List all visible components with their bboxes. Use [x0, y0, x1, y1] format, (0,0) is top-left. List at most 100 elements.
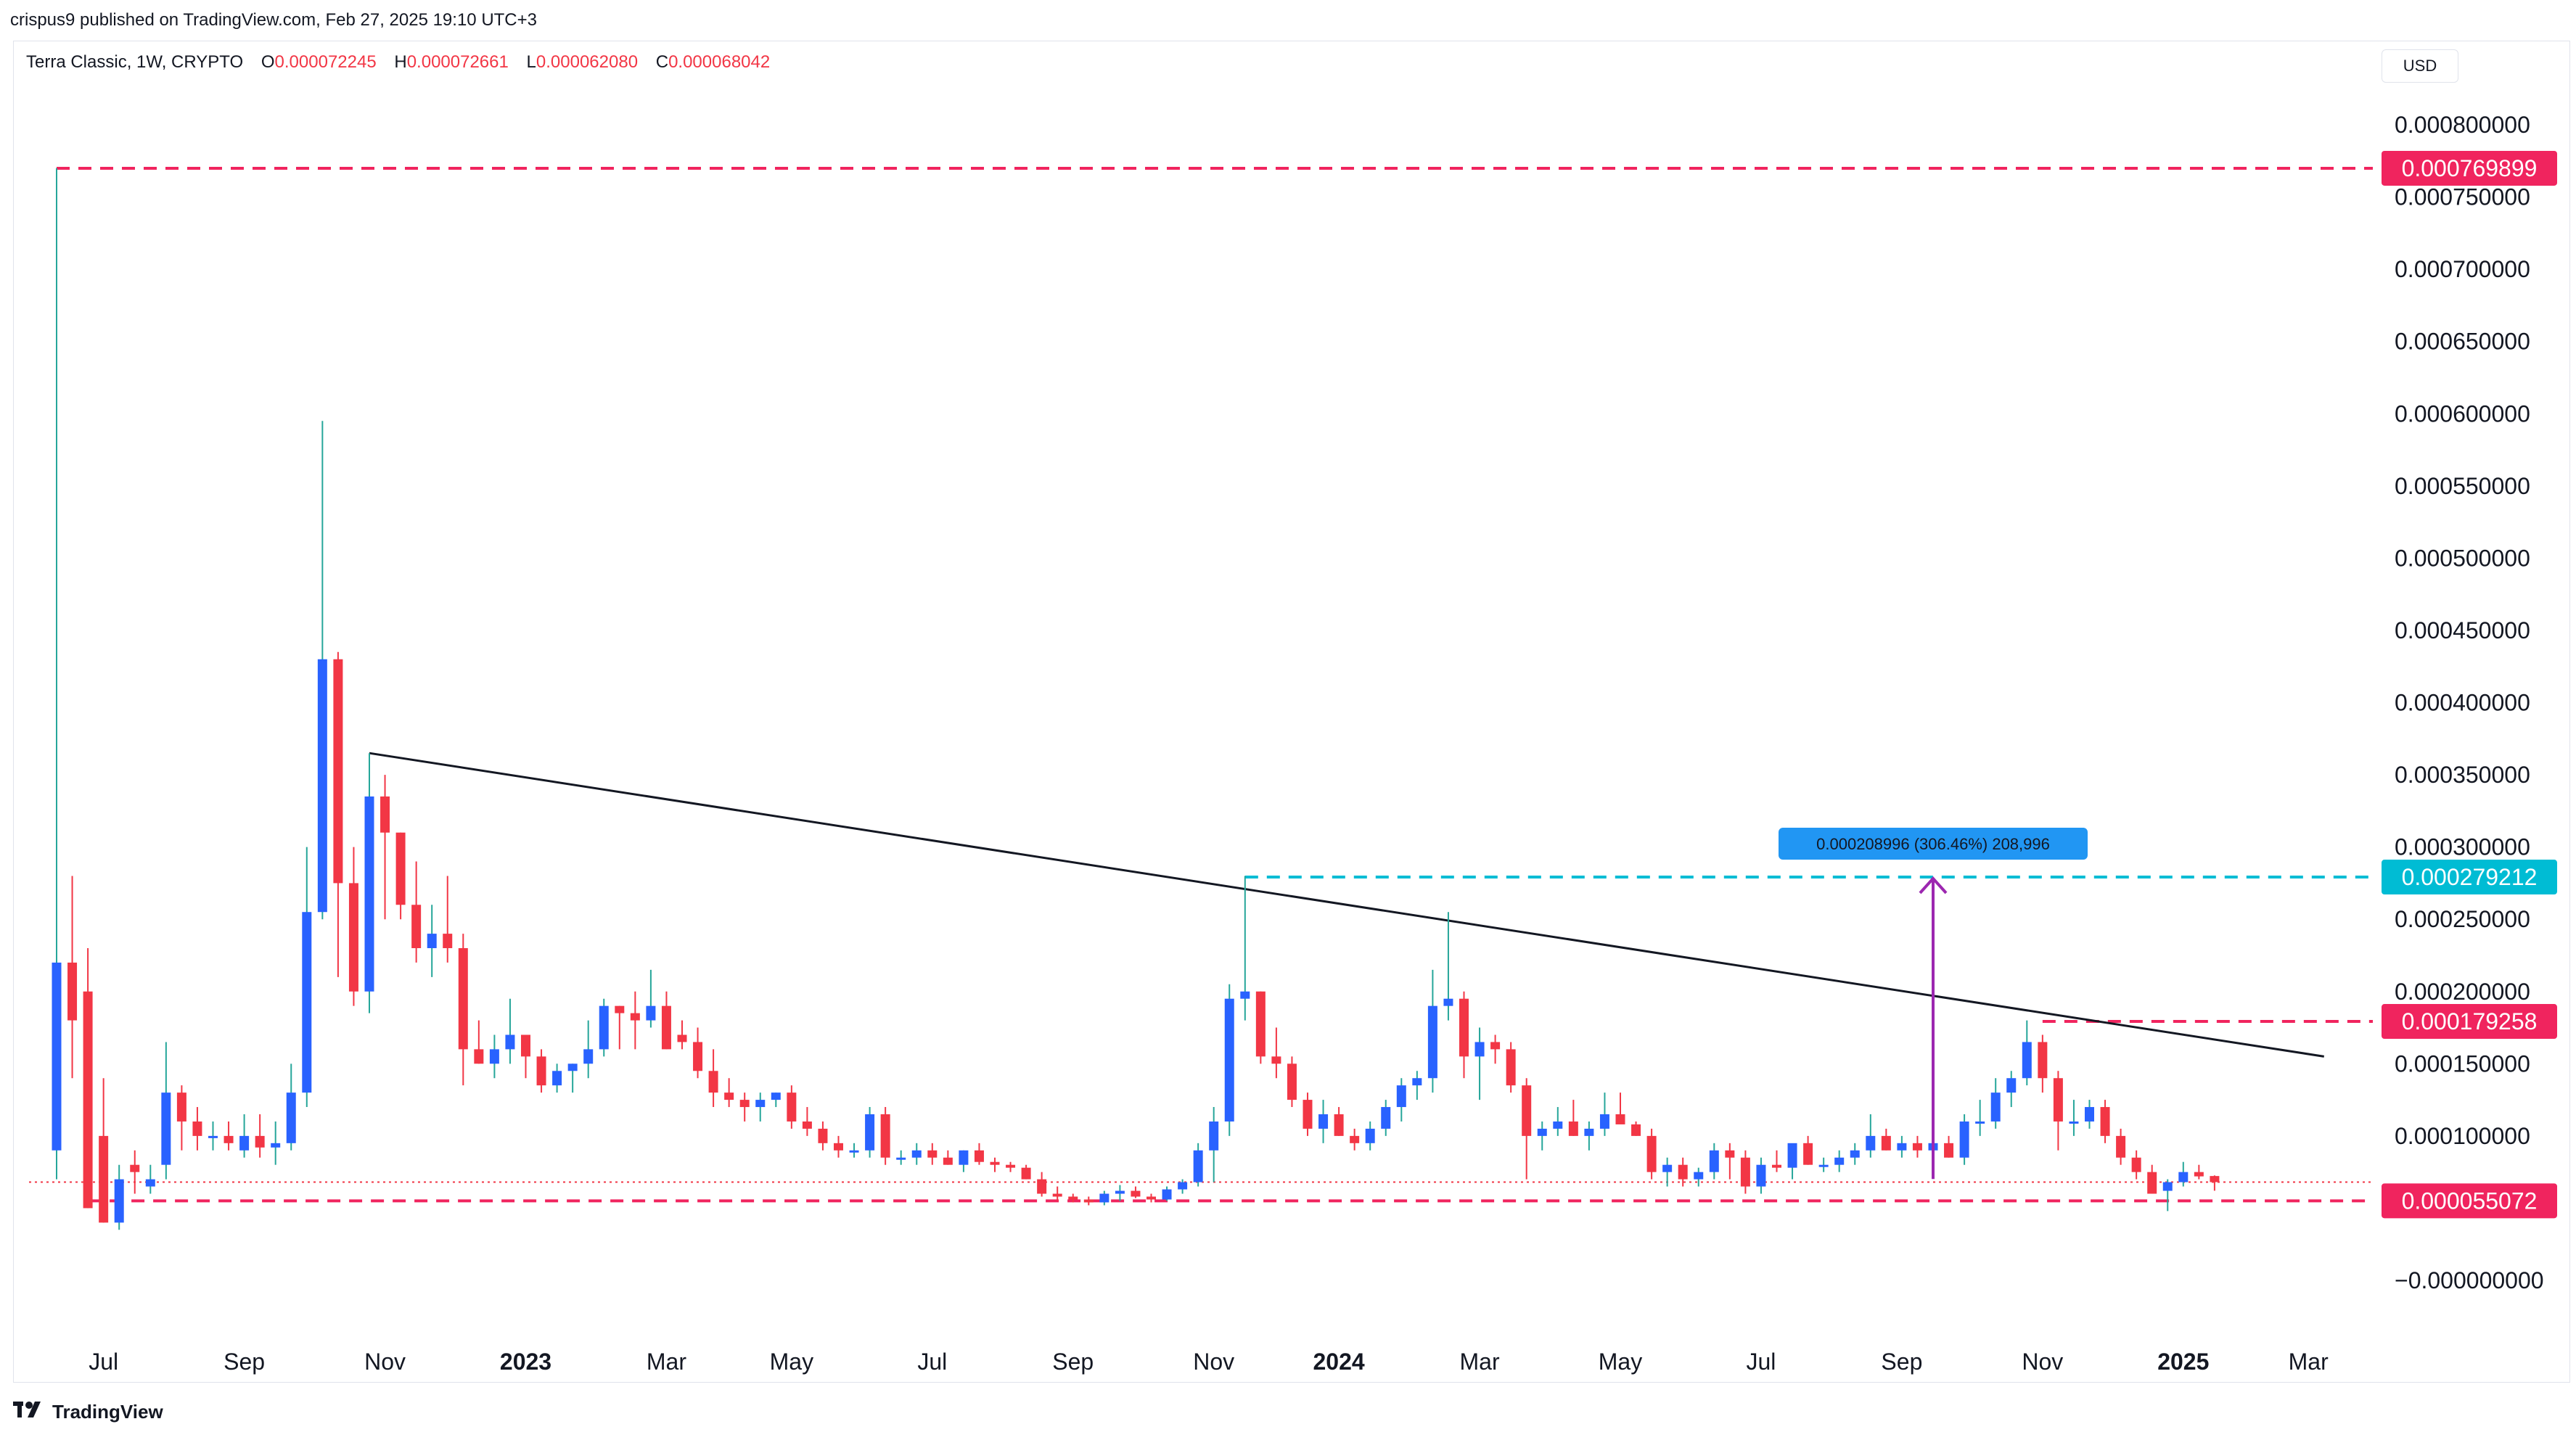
candle-body [1115, 1190, 1125, 1194]
y-tick-label: −0.000000000 [2395, 1267, 2544, 1293]
candle-body [333, 659, 343, 884]
candle-body [536, 1056, 546, 1086]
symbol-name: Terra Classic, 1W, CRYPTO [26, 52, 244, 72]
candle-body [474, 1049, 484, 1064]
candle-body [1240, 991, 1250, 999]
candle-body [1459, 998, 1469, 1057]
y-tick-label: 0.000250000 [2395, 906, 2530, 932]
candle-body [2053, 1078, 2063, 1122]
candle-body [1522, 1085, 1532, 1136]
candle-body [2100, 1107, 2110, 1136]
candle-body [1443, 998, 1453, 1006]
candle-body [52, 962, 62, 1151]
x-tick-label: Mar [1459, 1349, 1499, 1375]
measure-box [1779, 828, 2088, 860]
price-label-box [2382, 150, 2557, 186]
candle-body [1850, 1150, 1860, 1158]
candle-body [443, 934, 453, 949]
ohlc-close-value: 0.000068042 [668, 52, 771, 72]
candle-body [1334, 1114, 1344, 1136]
x-tick-label: Jul [89, 1349, 118, 1375]
candle-body [1255, 991, 1266, 1057]
candle-body [1772, 1164, 1781, 1168]
candle-body [348, 883, 358, 992]
y-tick-label: 0.000500000 [2395, 545, 2530, 571]
brand-name: TradingView [52, 1401, 163, 1423]
y-tick-label: 0.000600000 [2395, 400, 2530, 427]
y-tick-label: 0.000200000 [2395, 979, 2530, 1005]
candle-body [1944, 1143, 1954, 1158]
candle-body [567, 1063, 578, 1071]
trend-line [369, 752, 2324, 1058]
y-tick-label: 0.000400000 [2395, 690, 2530, 716]
candle-body [1897, 1143, 1907, 1151]
candle-body [271, 1143, 281, 1148]
candle-body [1147, 1196, 1156, 1200]
candle-body [1912, 1143, 1922, 1151]
candle-body [771, 1092, 781, 1100]
x-tick-label: Sep [223, 1349, 265, 1375]
candle-body [2194, 1172, 2204, 1177]
candle-body [130, 1164, 140, 1172]
candle-body [2006, 1078, 2017, 1093]
candle-body [787, 1092, 797, 1122]
ohlc-high-value: 0.000072661 [406, 52, 509, 72]
candle-body [724, 1092, 734, 1100]
candle-body [302, 912, 312, 1093]
candle-body [802, 1121, 812, 1129]
candle-body [615, 1005, 625, 1013]
candle-body [974, 1150, 984, 1162]
x-tick-label: Nov [1193, 1349, 1234, 1375]
candle-body [739, 1100, 750, 1108]
measure-label: 0.000208996 (306.46%) 208,996 [1816, 835, 2050, 853]
ohlc-low-label: L [526, 52, 536, 72]
tradingview-logo-icon [13, 1400, 46, 1424]
candle-body [755, 1100, 766, 1108]
price-label-box [2382, 1183, 2557, 1219]
price-label: 0.000769899 [2402, 155, 2538, 181]
ohlc-open-label: O [261, 52, 275, 72]
x-tick-label: Nov [364, 1349, 406, 1375]
candle-body [1083, 1199, 1094, 1203]
currency-button[interactable]: USD [2382, 49, 2458, 83]
candle-body [1756, 1164, 1766, 1187]
candle-body [1209, 1121, 1219, 1151]
candle-body [1365, 1128, 1375, 1143]
candle-body [1553, 1121, 1563, 1129]
candle-body [959, 1150, 969, 1165]
candle-body [2178, 1172, 2189, 1182]
candle-body [1412, 1078, 1422, 1086]
chart-frame [13, 41, 2570, 1383]
candle-body [911, 1150, 922, 1158]
candle-body [1866, 1135, 1876, 1151]
price-label: 0.000279212 [2402, 864, 2538, 890]
candle-body [2085, 1107, 2094, 1122]
candle-body [943, 1157, 953, 1165]
candle-body [1631, 1124, 1641, 1136]
candle-body [2210, 1176, 2220, 1182]
candle-body [693, 1042, 703, 1071]
candle-body [427, 934, 437, 949]
candle-body [239, 1135, 250, 1151]
x-tick-label: Mar [2289, 1349, 2329, 1375]
candle-body [818, 1128, 828, 1143]
candle-body [521, 1034, 530, 1057]
publisher-caption: crispus9 published on TradingView.com, F… [10, 10, 537, 30]
ohlc-high-label: H [394, 52, 407, 72]
x-tick-label: Nov [2022, 1349, 2063, 1375]
ohlc-low-value: 0.000062080 [536, 52, 639, 72]
candle-body [1818, 1164, 1829, 1167]
candle-body [1224, 998, 1234, 1122]
candle-body [1037, 1179, 1047, 1194]
tradingview-brand[interactable]: TradingView [13, 1400, 163, 1424]
candle-body [192, 1121, 202, 1136]
candle-body [286, 1092, 296, 1143]
candle-body [677, 1034, 687, 1042]
candle-body [380, 796, 390, 833]
candle-body [1068, 1196, 1078, 1200]
candle-body [1162, 1189, 1172, 1200]
candle-body [364, 796, 374, 992]
candle-body [458, 948, 468, 1050]
candle-body [145, 1179, 155, 1187]
